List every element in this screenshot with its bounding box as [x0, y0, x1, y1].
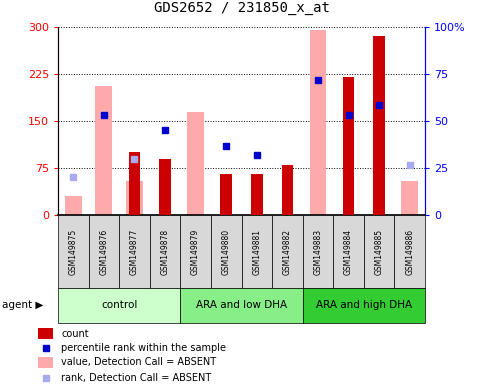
Text: percentile rank within the sample: percentile rank within the sample	[61, 343, 226, 353]
Bar	[58, 288, 180, 323]
Bar	[187, 112, 204, 215]
Bar	[58, 215, 88, 288]
Bar	[180, 288, 303, 323]
Text: agent ▶: agent ▶	[2, 300, 44, 310]
Bar	[211, 215, 242, 288]
Bar	[251, 174, 263, 215]
Text: GSM149886: GSM149886	[405, 228, 414, 275]
Bar	[343, 77, 355, 215]
Text: GSM149875: GSM149875	[69, 228, 78, 275]
Text: GSM149879: GSM149879	[191, 228, 200, 275]
Text: ARA and high DHA: ARA and high DHA	[316, 300, 412, 310]
Bar	[126, 180, 143, 215]
Bar	[119, 215, 150, 288]
Bar	[150, 215, 180, 288]
Bar	[88, 215, 119, 288]
Bar	[180, 215, 211, 288]
Bar	[272, 215, 303, 288]
Bar	[65, 196, 82, 215]
Bar	[38, 357, 53, 368]
Text: count: count	[61, 329, 89, 339]
Bar	[373, 36, 385, 215]
Bar	[282, 165, 293, 215]
Text: value, Detection Call = ABSENT: value, Detection Call = ABSENT	[61, 358, 216, 367]
Bar	[303, 288, 425, 323]
Text: GDS2652 / 231850_x_at: GDS2652 / 231850_x_at	[154, 2, 329, 15]
Bar	[128, 152, 140, 215]
Bar	[242, 215, 272, 288]
Text: control: control	[101, 300, 137, 310]
Text: GSM149880: GSM149880	[222, 228, 231, 275]
Bar	[220, 174, 232, 215]
Text: GSM149885: GSM149885	[375, 228, 384, 275]
Bar	[310, 30, 327, 215]
Text: ARA and low DHA: ARA and low DHA	[196, 300, 287, 310]
Bar	[333, 215, 364, 288]
Text: GSM149882: GSM149882	[283, 228, 292, 275]
Bar	[38, 328, 53, 339]
Bar	[159, 159, 171, 215]
Bar	[96, 86, 112, 215]
Bar	[303, 215, 333, 288]
Bar	[395, 215, 425, 288]
Bar	[401, 180, 418, 215]
Text: GSM149876: GSM149876	[99, 228, 108, 275]
Text: rank, Detection Call = ABSENT: rank, Detection Call = ABSENT	[61, 373, 212, 383]
Text: GSM149877: GSM149877	[130, 228, 139, 275]
Text: GSM149881: GSM149881	[252, 228, 261, 275]
Bar	[364, 215, 395, 288]
Text: GSM149884: GSM149884	[344, 228, 353, 275]
Text: GSM149883: GSM149883	[313, 228, 323, 275]
Text: GSM149878: GSM149878	[160, 228, 170, 275]
